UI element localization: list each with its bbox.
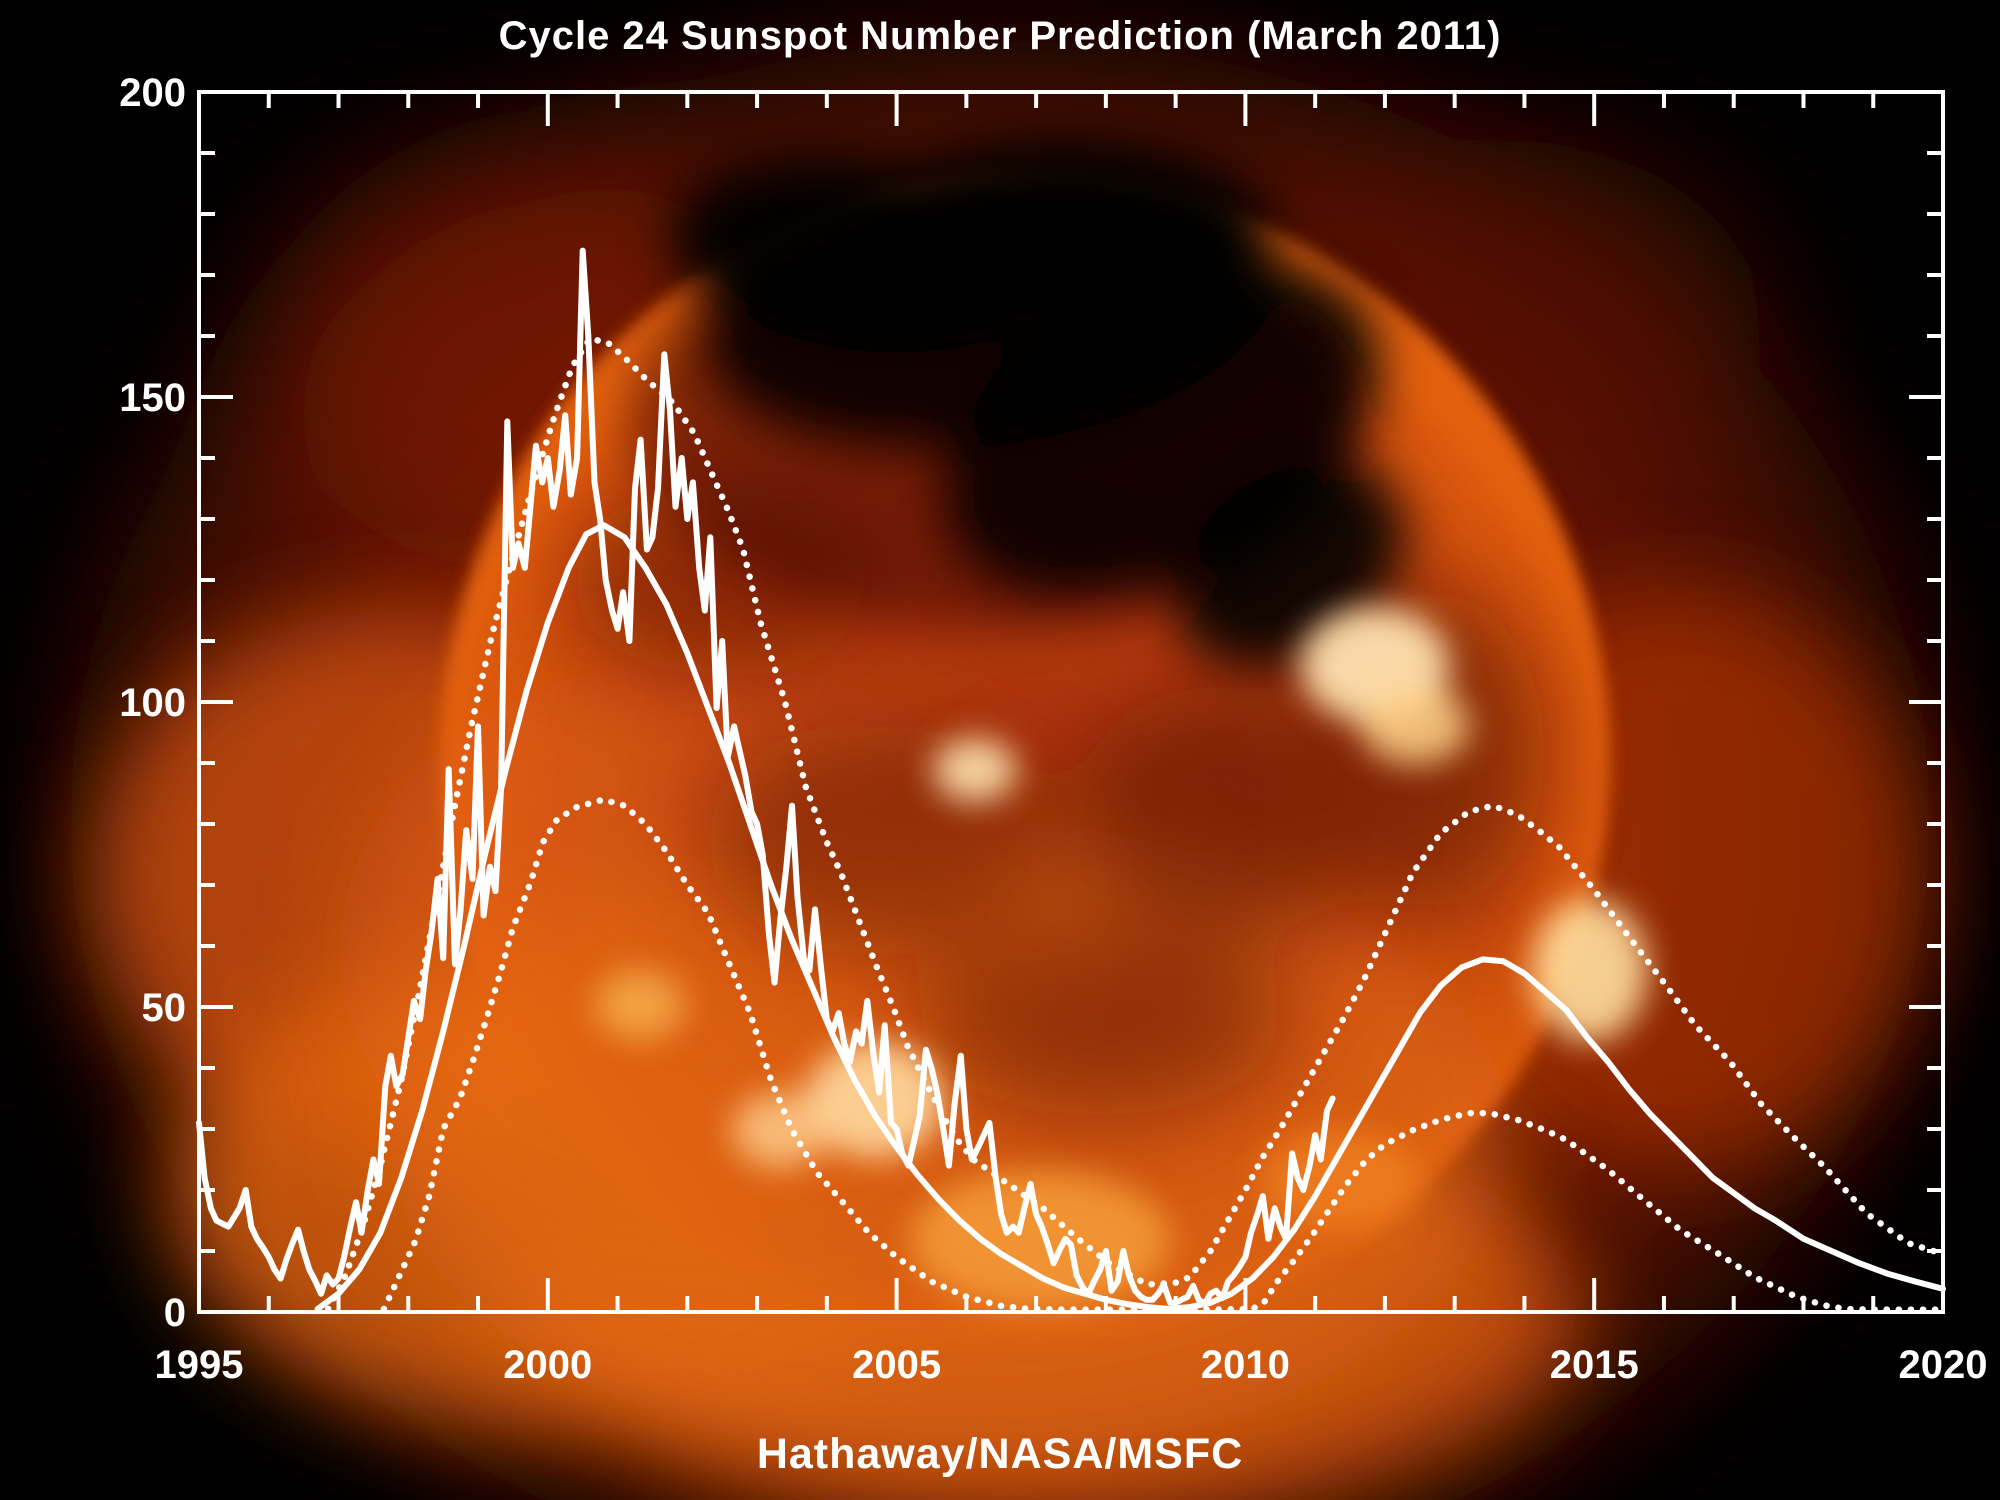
series-observed-monthly-sunspot-number [196, 247, 1336, 1307]
axis-ticks [197, 90, 1945, 1314]
credit-label: Hathaway/NASA/MSFC [756, 1430, 1244, 1478]
chart-series [196, 247, 1947, 1313]
series-prediction-upper-uncertainty [324, 335, 1947, 1313]
series-predicted-smoothed-sunspot-number [314, 522, 1946, 1312]
y-axis-label: 50 [142, 986, 187, 1030]
y-axis-label: 0 [164, 1291, 186, 1335]
chart-title: Cycle 24 Sunspot Number Prediction (Marc… [498, 14, 1502, 58]
x-axis-label: 2005 [852, 1343, 941, 1387]
y-axis-label: 150 [119, 376, 186, 420]
x-axis-label: 2000 [503, 1343, 592, 1387]
x-axis-label: 2020 [1899, 1343, 1988, 1387]
axis-tick-labels: 1995 2000 2005 2010 2015 2020 0 50 100 150 200 [119, 71, 1987, 1387]
series-prediction-lower-uncertainty [380, 796, 1947, 1313]
x-axis-label: 2010 [1201, 1343, 1290, 1387]
y-axis-label: 100 [119, 681, 186, 725]
x-axis-label: 2015 [1550, 1343, 1639, 1387]
y-axis-label: 200 [119, 71, 186, 115]
x-axis-label: 1995 [155, 1343, 244, 1387]
